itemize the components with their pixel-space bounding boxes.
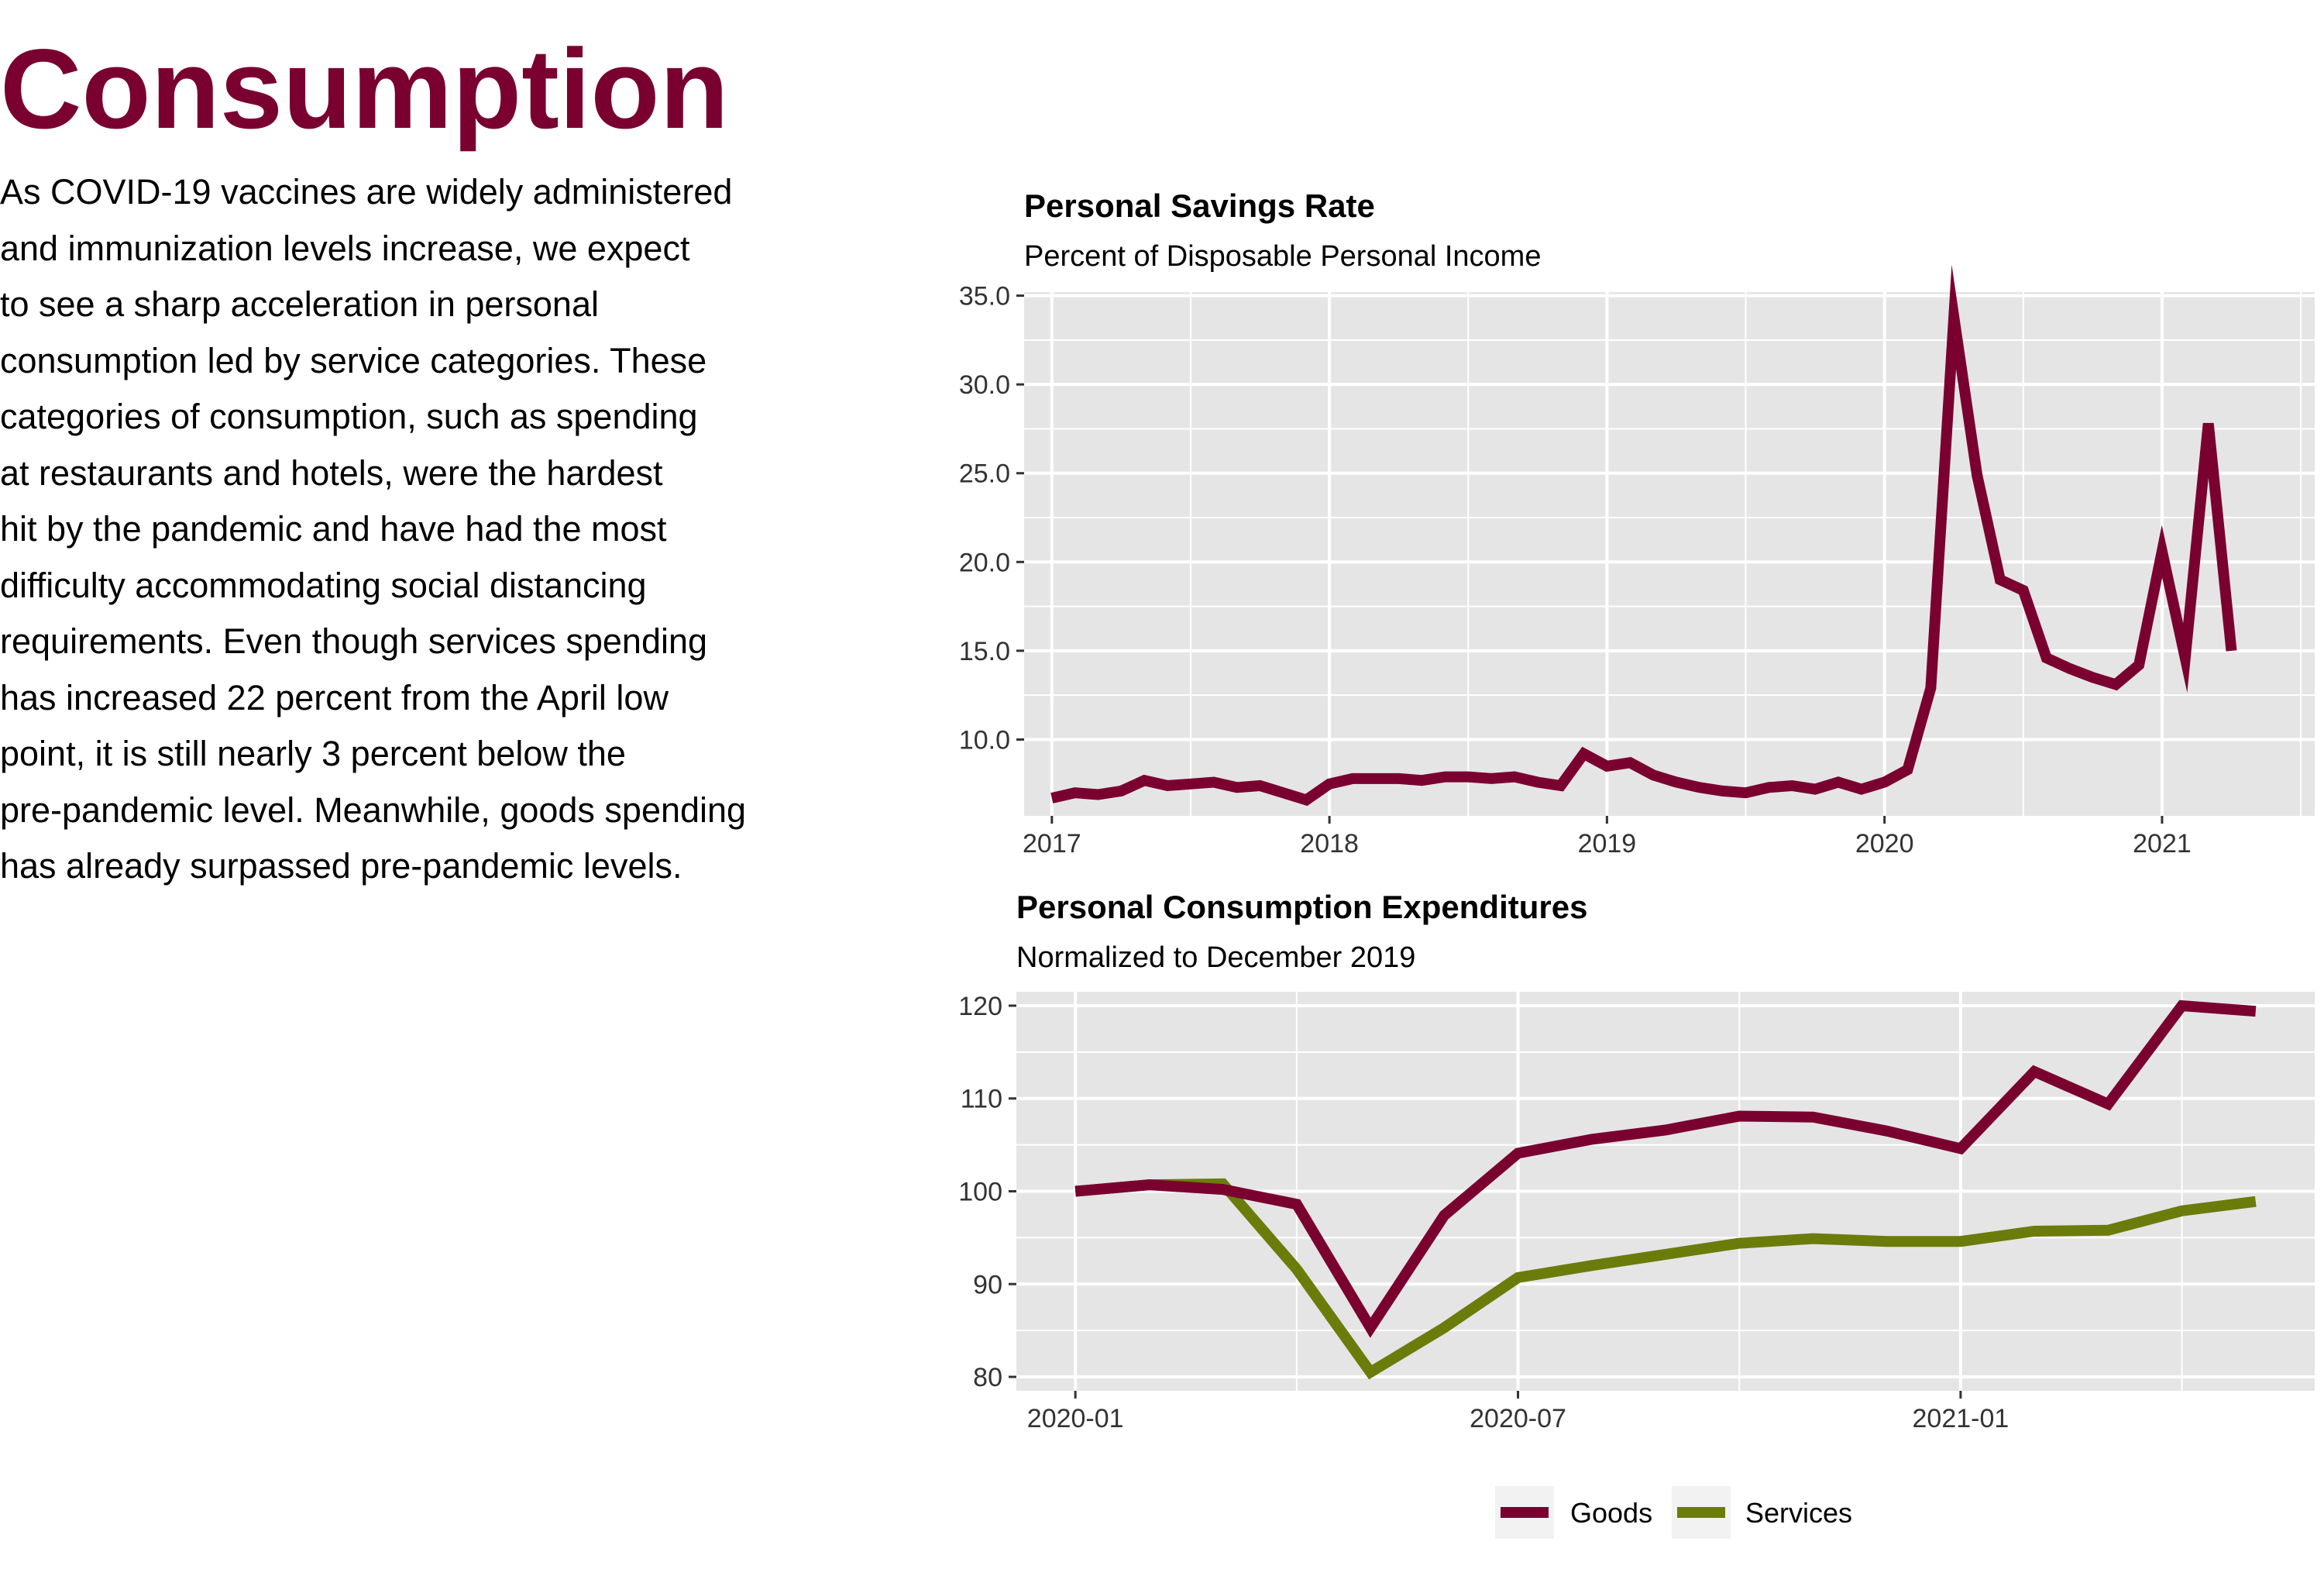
chart2-title: Personal Consumption Expenditures — [1016, 889, 1587, 925]
body-line: hit by the pandemic and have had the mos… — [0, 509, 667, 549]
chart1-y-tick-label: 25.0 — [959, 459, 1010, 489]
chart2-y-tick-label: 80 — [973, 1363, 1002, 1392]
chart1-y-tick-label: 20.0 — [959, 548, 1010, 577]
body-line: consumption led by service categories. T… — [0, 340, 707, 380]
chart2-y-tick-label: 120 — [958, 992, 1002, 1021]
chart2-x-tick-label: 2021-01 — [1913, 1404, 2009, 1433]
chart1-x-tick-label: 2019 — [1578, 829, 1637, 858]
chart1-y-tick-label: 30.0 — [959, 370, 1010, 400]
body-line: to see a sharp acceleration in personal — [0, 284, 599, 324]
chart2-series-line-services — [1074, 1178, 2257, 1380]
chart2-y-tick-label: 100 — [958, 1178, 1002, 1207]
chart1-y-tick-label: 15.0 — [959, 637, 1010, 666]
chart2-y-tick-label: 90 — [973, 1270, 1002, 1299]
body-paragraph: As COVID-19 vaccines are widely administ… — [0, 164, 852, 895]
chart2-series-line-goods — [1074, 1000, 2257, 1338]
body-line: categories of consumption, such as spend… — [0, 397, 698, 436]
chart1-x-tick-label: 2021 — [2133, 829, 2192, 858]
chart1-x-tick-label: 2018 — [1300, 829, 1359, 858]
chart2-y-tick-label: 110 — [961, 1085, 1002, 1114]
chart2-x-tick-label: 2020-01 — [1027, 1404, 1124, 1433]
chart1-x-tick-label: 2017 — [1023, 829, 1081, 858]
legend-label-goods: Goods — [1570, 1497, 1652, 1529]
body-line: As COVID-19 vaccines are widely administ… — [0, 172, 733, 212]
chart1-series-line — [1050, 264, 2237, 807]
body-line: point, it is still nearly 3 percent belo… — [0, 734, 626, 773]
chart1-subtitle: Percent of Disposable Personal Income — [1024, 240, 1541, 273]
body-line: has increased 22 percent from the April … — [0, 677, 669, 717]
chart1-title: Personal Savings Rate — [1024, 188, 1375, 224]
body-line: requirements. Even though services spend… — [0, 621, 708, 661]
body-line: and immunization levels increase, we exp… — [0, 228, 690, 268]
chart1-y-tick-label: 10.0 — [959, 725, 1010, 755]
body-line: has already surpassed pre-pandemic level… — [0, 846, 682, 886]
body-line: pre-pandemic level. Meanwhile, goods spe… — [0, 790, 747, 830]
chart1-panel — [1024, 292, 2315, 816]
chart2-legend: Goods Services — [1495, 1486, 1852, 1539]
chart1-y-tick-label: 35.0 — [959, 282, 1010, 311]
legend-label-services: Services — [1745, 1497, 1852, 1529]
body-line: difficulty accommodating social distanci… — [0, 565, 647, 605]
chart2-subtitle: Normalized to December 2019 — [1016, 941, 1415, 974]
page-title: Consumption — [0, 26, 729, 152]
chart1-x-tick-label: 2020 — [1855, 829, 1914, 858]
chart2-x-tick-label: 2020-07 — [1470, 1404, 1566, 1433]
body-line: at restaurants and hotels, were the hard… — [0, 452, 663, 493]
